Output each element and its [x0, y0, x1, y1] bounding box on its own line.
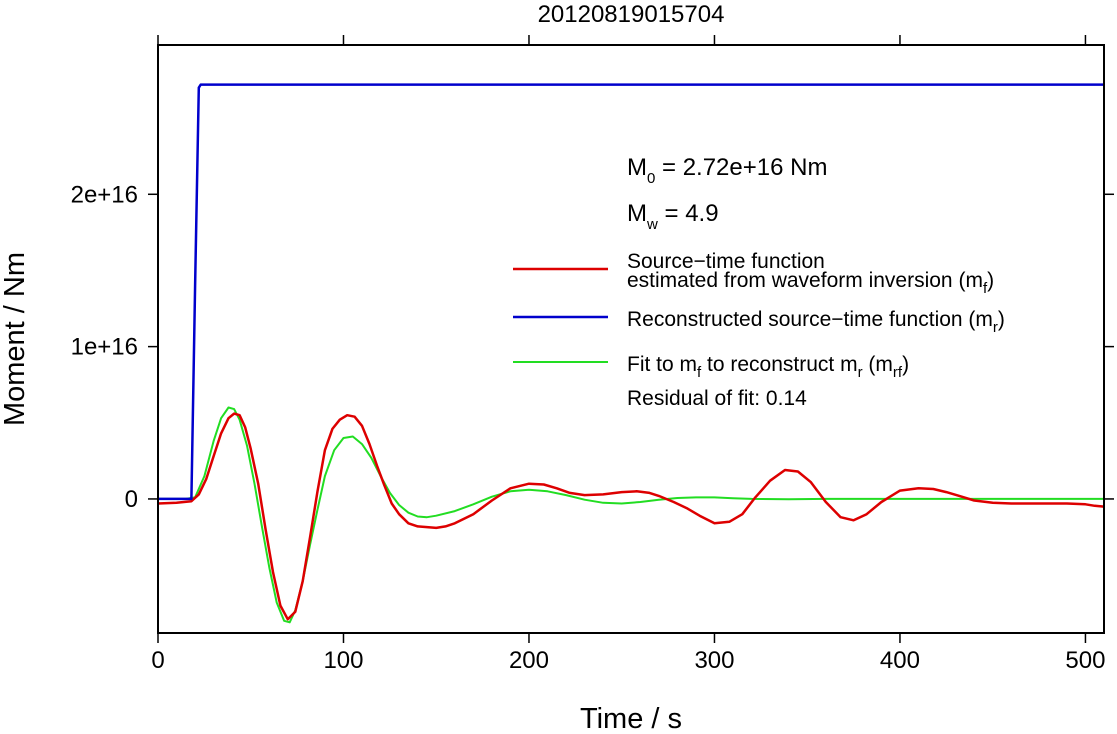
mw-subscript: w [646, 216, 658, 233]
x-tick-label: 300 [694, 647, 734, 674]
y-tick-label: 2e+16 [71, 181, 138, 208]
chart-title: 20120819015704 [538, 1, 725, 28]
residual-annotation: Residual of fit: 0.14 [627, 387, 807, 410]
legend-label-fit-sub3: rf [893, 364, 903, 381]
legend-label-fit-sub2: r [858, 364, 863, 381]
legend-label-reconstructed-text: Reconstructed source−time function (m [627, 308, 993, 331]
legend-label-source-time-function-line1: Source−time function [627, 250, 825, 273]
y-tick-label: 0 [125, 486, 138, 513]
x-tick-label: 0 [151, 647, 164, 674]
x-tick-label: 500 [1065, 647, 1105, 674]
legend-label-fit: Fit to mf to reconstruct mr (mrf) [627, 353, 909, 381]
legend-label-source-time-function-close: ) [987, 269, 994, 292]
axes-layer: 0 100 200 300 400 500 0 1e+16 2e+16 [71, 35, 1114, 674]
mw-value: = 4.9 [658, 200, 719, 227]
seismic-moment-annotation: M0 = 2.72e+16 Nm [627, 154, 827, 187]
legend-label-source-time-function-line2: estimated from waveform inversion (mf) [627, 269, 994, 297]
series-fit [158, 406, 1104, 624]
moment-magnitude-annotation: Mw = 4.9 [627, 200, 719, 233]
x-axis-title: Time / s [580, 703, 682, 734]
legend-label-fit-mid2: (m [863, 353, 893, 376]
m0-subscript: 0 [647, 170, 655, 187]
y-axis-title: Moment / Nm [0, 252, 31, 426]
series-source-time-function [157, 412, 1105, 621]
y-tick-label: 1e+16 [71, 334, 138, 361]
legend-label-fit-close: ) [902, 353, 909, 376]
legend-label-source-time-function-text: estimated from waveform inversion (m [627, 269, 983, 292]
series-reconstructed [158, 83, 1104, 501]
legend: Source−time function estimated from wave… [513, 250, 1005, 410]
legend-label-source-time-function-sub: f [983, 280, 988, 297]
legend-label-reconstructed: Reconstructed source−time function (mr) [627, 308, 1005, 336]
x-tick-label: 100 [323, 647, 363, 674]
mw-symbol: M [627, 200, 647, 227]
x-tick-label: 200 [509, 647, 549, 674]
legend-label-reconstructed-sub: r [993, 319, 998, 336]
legend-label-reconstructed-close: ) [998, 308, 1005, 331]
m0-symbol: M [627, 154, 647, 181]
plot-frame [157, 44, 1105, 634]
x-tick-label: 400 [880, 647, 920, 674]
legend-label-fit-sub1: f [697, 364, 702, 381]
m0-value: = 2.72e+16 Nm [655, 154, 827, 181]
legend-label-fit-text: Fit to m [627, 353, 697, 376]
legend-label-fit-mid: to reconstruct m [701, 353, 857, 376]
series-layer [157, 83, 1105, 624]
